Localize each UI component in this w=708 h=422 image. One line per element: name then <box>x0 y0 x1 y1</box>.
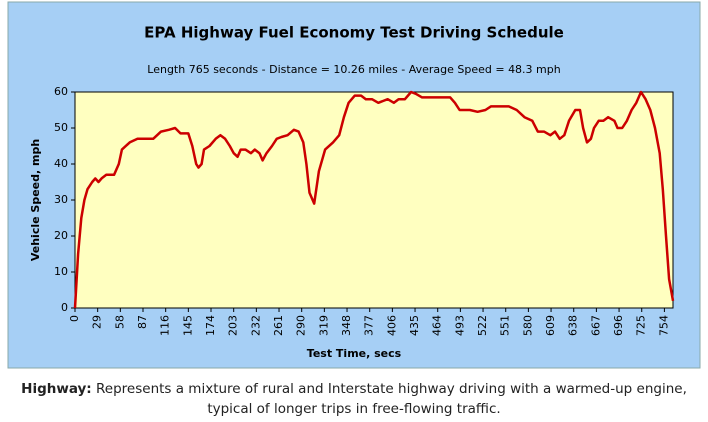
caption-text: Represents a mixture of rural and Inters… <box>96 381 687 417</box>
x-tick-label: 638 <box>567 315 580 336</box>
y-tick-label: 0 <box>61 301 68 314</box>
x-tick-label: 464 <box>431 315 444 336</box>
y-tick-label: 50 <box>54 121 68 134</box>
y-axis-label: Vehicle Speed, mph <box>29 139 42 261</box>
x-tick-label: 58 <box>113 315 126 329</box>
chart-title: EPA Highway Fuel Economy Test Driving Sc… <box>144 24 564 42</box>
y-tick-label: 30 <box>54 193 68 206</box>
x-tick-label: 261 <box>272 315 285 336</box>
x-tick-label: 377 <box>363 315 376 336</box>
x-tick-label: 522 <box>476 315 489 336</box>
x-tick-label: 290 <box>295 315 308 336</box>
x-tick-label: 232 <box>249 315 262 336</box>
x-tick-label: 696 <box>612 315 625 336</box>
x-tick-label: 0 <box>68 315 81 322</box>
x-tick-label: 319 <box>317 315 330 336</box>
x-tick-label: 174 <box>204 315 217 336</box>
x-tick-label: 145 <box>181 315 194 336</box>
x-tick-label: 348 <box>340 315 353 336</box>
x-tick-label: 435 <box>408 315 421 336</box>
x-tick-label: 667 <box>589 315 602 336</box>
x-tick-label: 725 <box>635 315 648 336</box>
speed-line <box>73 90 675 309</box>
x-tick-label: 116 <box>159 315 172 336</box>
y-tick-label: 10 <box>54 265 68 278</box>
caption-label: Highway: <box>21 381 92 397</box>
x-axis-label: Test Time, secs <box>307 347 402 360</box>
x-tick-label: 87 <box>136 315 149 329</box>
y-tick-label: 20 <box>54 229 68 242</box>
x-tick-label: 609 <box>544 315 557 336</box>
x-tick-label: 493 <box>453 315 466 336</box>
y-tick-label: 40 <box>54 157 68 170</box>
x-tick-label: 580 <box>521 315 534 336</box>
caption: Highway: Represents a mixture of rural a… <box>4 379 704 419</box>
x-tick-label: 406 <box>385 315 398 336</box>
y-tick-label: 60 <box>54 85 68 98</box>
x-tick-label: 754 <box>657 315 670 336</box>
chart: EPA Highway Fuel Economy Test Driving Sc… <box>7 1 701 369</box>
x-tick-label: 203 <box>227 315 240 336</box>
x-tick-label: 551 <box>499 315 512 336</box>
x-tick-label: 29 <box>91 315 104 329</box>
chart-subtitle: Length 765 seconds - Distance = 10.26 mi… <box>147 63 560 76</box>
